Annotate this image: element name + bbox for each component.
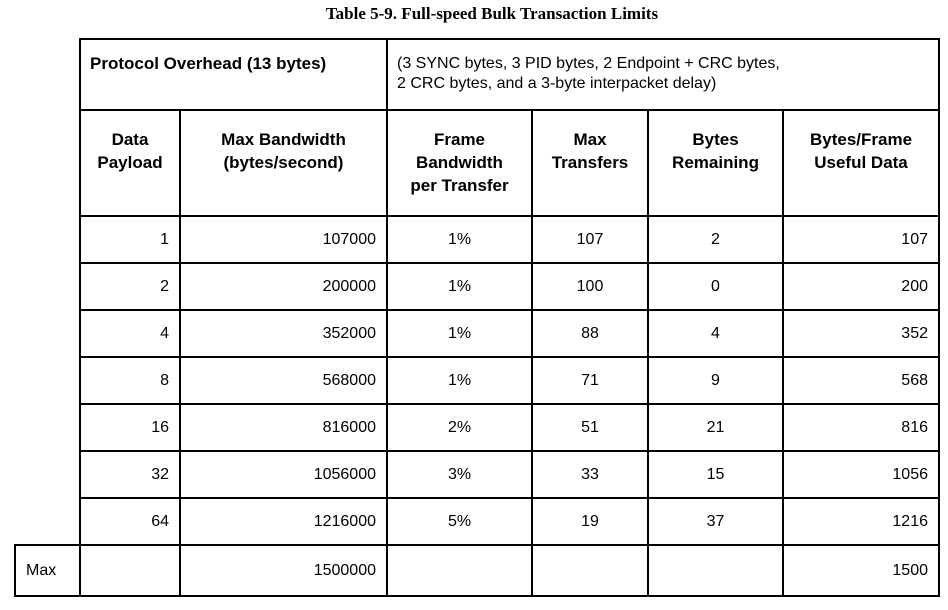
protocol-overhead-row: Protocol Overhead (13 bytes) (3 SYNC byt… xyxy=(15,38,940,111)
cell-useful-data: 352 xyxy=(782,309,940,358)
cell-useful-data: 107 xyxy=(782,215,940,264)
cell-frame-bandwidth: 1% xyxy=(386,215,533,264)
cell-useful-data: 1056 xyxy=(782,450,940,499)
cell-frame-bandwidth: 2% xyxy=(386,403,533,452)
cell-useful-data: 568 xyxy=(782,356,940,405)
header-line: Bytes xyxy=(692,130,739,149)
header-line: (bytes/second) xyxy=(223,153,344,172)
blank-cell xyxy=(15,451,80,498)
max-row-empty-payload xyxy=(79,544,181,597)
blank-cell xyxy=(15,404,80,451)
cell-max-bandwidth: 352000 xyxy=(179,309,388,358)
header-bytes-per-frame: Bytes/Frame Useful Data xyxy=(782,109,940,217)
cell-max-transfers: 107 xyxy=(531,215,649,264)
header-line: Payload xyxy=(97,153,163,172)
cell-bytes-remaining: 2 xyxy=(647,215,784,264)
cell-max-bandwidth: 568000 xyxy=(179,356,388,405)
max-row: Max 1500000 1500 xyxy=(14,544,940,597)
cell-data-payload: 4 xyxy=(79,309,181,358)
header-line: Max xyxy=(573,130,607,149)
blank-cell xyxy=(15,357,80,404)
cell-frame-bandwidth: 3% xyxy=(386,450,533,499)
cell-bytes-remaining: 0 xyxy=(647,262,784,311)
max-row-empty-remaining xyxy=(647,544,784,597)
table-row: 1 107000 1% 107 2 107 xyxy=(15,215,940,264)
blank-cell xyxy=(15,263,80,310)
header-row: Data Payload Max Bandwidth (bytes/second… xyxy=(15,109,940,217)
blank-cell xyxy=(15,110,80,216)
cell-useful-data: 200 xyxy=(782,262,940,311)
blank-cell xyxy=(15,216,80,263)
cell-max-bandwidth: 816000 xyxy=(179,403,388,452)
cell-frame-bandwidth: 5% xyxy=(386,497,533,546)
max-row-useful-data: 1500 xyxy=(782,544,940,597)
max-row-empty-transfers xyxy=(531,544,649,597)
table-row: 2 200000 1% 100 0 200 xyxy=(15,262,940,311)
max-row-label: Max xyxy=(14,544,81,597)
header-line: Useful Data xyxy=(814,153,908,172)
header-line: Remaining xyxy=(672,153,759,172)
cell-bytes-remaining: 21 xyxy=(647,403,784,452)
table-caption: Table 5-9. Full-speed Bulk Transaction L… xyxy=(325,4,659,23)
header-bytes-remaining: Bytes Remaining xyxy=(647,109,784,217)
table-row: 64 1216000 5% 19 37 1216 xyxy=(15,497,940,546)
cell-frame-bandwidth: 1% xyxy=(386,356,533,405)
cell-data-payload: 8 xyxy=(79,356,181,405)
header-frame-bandwidth: Frame Bandwidth per Transfer xyxy=(386,109,533,217)
cell-max-transfers: 33 xyxy=(531,450,649,499)
cell-max-bandwidth: 1056000 xyxy=(179,450,388,499)
header-line: Data xyxy=(111,130,149,149)
cell-data-payload: 1 xyxy=(79,215,181,264)
overhead-desc-line-1: (3 SYNC bytes, 3 PID bytes, 2 Endpoint +… xyxy=(397,55,780,72)
header-max-transfers: Max Transfers xyxy=(531,109,649,217)
table-body: Protocol Overhead (13 bytes) (3 SYNC byt… xyxy=(14,38,940,597)
cell-useful-data: 1216 xyxy=(782,497,940,546)
cell-data-payload: 64 xyxy=(79,497,181,546)
cell-max-transfers: 19 xyxy=(531,497,649,546)
cell-bytes-remaining: 15 xyxy=(647,450,784,499)
cell-bytes-remaining: 4 xyxy=(647,309,784,358)
max-row-bandwidth: 1500000 xyxy=(179,544,388,597)
max-row-empty-frame-bandwidth xyxy=(386,544,533,597)
cell-max-bandwidth: 107000 xyxy=(179,215,388,264)
cell-max-transfers: 88 xyxy=(531,309,649,358)
header-line: Bytes/Frame xyxy=(809,130,913,149)
cell-data-payload: 16 xyxy=(79,403,181,452)
cell-max-transfers: 51 xyxy=(531,403,649,452)
cell-useful-data: 816 xyxy=(782,403,940,452)
cell-max-transfers: 71 xyxy=(531,356,649,405)
table-row: 4 352000 1% 88 4 352 xyxy=(15,309,940,358)
table-row: 32 1056000 3% 33 15 1056 xyxy=(15,450,940,499)
header-max-bandwidth: Max Bandwidth (bytes/second) xyxy=(179,109,388,217)
protocol-overhead-label: Protocol Overhead (13 bytes) xyxy=(79,38,388,111)
header-line: Bandwidth xyxy=(416,153,503,172)
overhead-desc-line-2: 2 CRC bytes, and a 3-byte interpacket de… xyxy=(397,75,717,92)
bulk-transaction-limits-table: Protocol Overhead (13 bytes) (3 SYNC byt… xyxy=(14,38,940,597)
header-line: Transfers xyxy=(551,153,629,172)
cell-data-payload: 32 xyxy=(79,450,181,499)
cell-bytes-remaining: 9 xyxy=(647,356,784,405)
header-line: Frame xyxy=(433,130,486,149)
blank-cell xyxy=(15,39,80,110)
cell-max-bandwidth: 1216000 xyxy=(179,497,388,546)
cell-frame-bandwidth: 1% xyxy=(386,309,533,358)
header-data-payload: Data Payload xyxy=(79,109,181,217)
cell-bytes-remaining: 37 xyxy=(647,497,784,546)
header-line: Max Bandwidth xyxy=(221,130,346,149)
cell-max-bandwidth: 200000 xyxy=(179,262,388,311)
protocol-overhead-description: (3 SYNC bytes, 3 PID bytes, 2 Endpoint +… xyxy=(386,38,940,111)
cell-data-payload: 2 xyxy=(79,262,181,311)
blank-cell xyxy=(15,498,80,545)
cell-max-transfers: 100 xyxy=(531,262,649,311)
table-row: 16 816000 2% 51 21 816 xyxy=(15,403,940,452)
table-row: 8 568000 1% 71 9 568 xyxy=(15,356,940,405)
cell-frame-bandwidth: 1% xyxy=(386,262,533,311)
blank-cell xyxy=(15,310,80,357)
header-line: per Transfer xyxy=(410,176,509,195)
